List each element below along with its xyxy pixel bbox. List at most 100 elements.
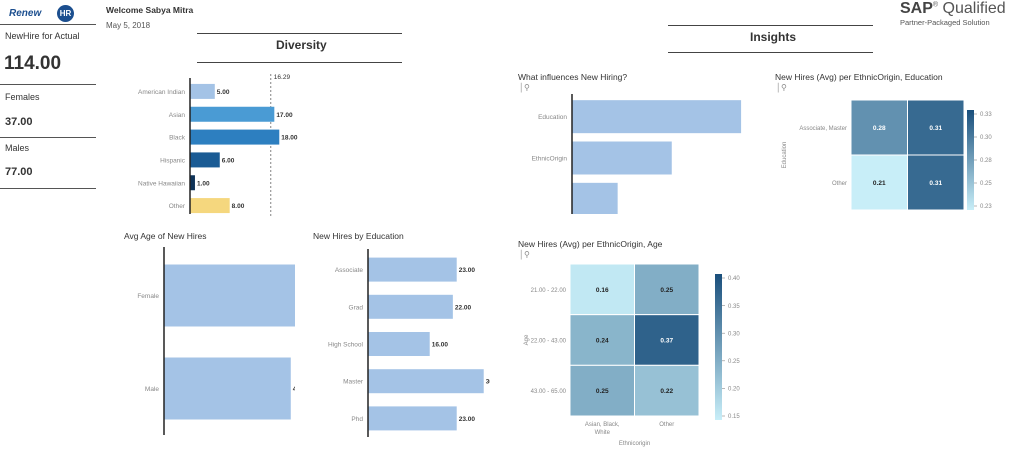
heat-col-label: Asian, Black, [585, 422, 620, 428]
heat-cell-label: 0.16 [596, 287, 609, 294]
category-label: Hispanic [160, 157, 186, 164]
heat-cell [569, 314, 635, 366]
heat-cell-label: 0.25 [596, 388, 609, 395]
category-label: American Indian [138, 89, 185, 96]
data-label: 5.00 [217, 89, 230, 96]
bar [164, 264, 295, 327]
diversity-title: Diversity [276, 38, 327, 52]
bar [190, 175, 195, 191]
scale-tick-label: 0.25 [728, 359, 740, 365]
diversity-chart[interactable]: 16.29 American Indian 5.00 Asian 17.00 Black 1… [120, 72, 320, 217]
sap-qualified: Qualified [942, 0, 1006, 17]
bar [368, 257, 457, 282]
data-label: 1.00 [197, 180, 210, 187]
bar [190, 83, 215, 99]
heat-y-axis-label: Age [524, 334, 530, 345]
avg-age-title: Avg Age of New Hires [124, 231, 207, 241]
color-scale-bar [715, 274, 722, 420]
category-label: Education [538, 114, 567, 121]
kpi-divider-1 [0, 84, 96, 85]
hires-by-education-chart[interactable]: Associate 23.00 Grad 22.00 High School 16.00 M… [310, 245, 490, 440]
bar [368, 406, 457, 431]
bar [190, 152, 220, 168]
sap-brand: SAP [900, 0, 933, 17]
data-label: 8.00 [232, 203, 245, 210]
heat-row-label: Associate, Master [799, 126, 847, 132]
scale-tick-label: 0.20 [728, 387, 740, 393]
scale-tick-label: 0.25 [980, 181, 992, 187]
females-value: 37.00 [5, 116, 33, 128]
category-label: Male [145, 386, 159, 393]
scale-tick-label: 0.30 [980, 135, 992, 141]
renewhr-logo: Renew HR [4, 4, 76, 25]
heat-row-label: 22.00 - 43.00 [531, 339, 567, 345]
scale-tick-label: 0.33 [980, 112, 992, 118]
header-date: May 5, 2018 [106, 21, 151, 30]
category-label: High School [328, 342, 364, 349]
color-scale-bar [967, 110, 974, 210]
heat-cell [907, 99, 965, 156]
heat-cell-label: 0.21 [873, 180, 886, 187]
heat-col-label: White [595, 430, 611, 436]
heat-row-label: 21.00 - 22.00 [531, 288, 567, 294]
heat-cell [634, 364, 700, 417]
sap-tagline: Partner-Packaged Solution [900, 18, 990, 27]
heat-cell-label: 0.28 [873, 125, 886, 132]
insights-rule-top [668, 25, 873, 26]
heat-x-axis-label: Ethnicorigin [619, 441, 650, 447]
influences-title: What influences New Hiring? [518, 72, 628, 82]
scale-tick-label: 0.15 [728, 414, 740, 420]
category-label: Native Hawaiian [138, 180, 185, 187]
scale-tick-label: 0.40 [728, 276, 740, 282]
scale-tick-label: 0.30 [728, 331, 740, 337]
males-value: 77.00 [5, 166, 33, 178]
heat-cell [634, 314, 700, 366]
scale-tick-label: 0.35 [728, 304, 740, 310]
heat-cell [907, 154, 965, 211]
bar [190, 198, 230, 214]
heat-cell-label: 0.31 [929, 180, 942, 187]
heat-col-label: Other [659, 422, 674, 428]
heat-cell-label: 0.24 [596, 338, 609, 345]
bar [368, 332, 430, 356]
category-label: Black [169, 135, 186, 142]
newhire-value: 114.00 [4, 53, 62, 74]
reference-label: 16.29 [274, 74, 291, 81]
heat-age-chart[interactable]: 21.00 - 22.00 0.16 0.25 22.00 - 43.00 0.24 0.… [518, 258, 758, 450]
avg-age-chart[interactable]: Female44.86Male42.83 [120, 245, 295, 440]
heat-edu-chart[interactable]: Associate, Master 0.28 0.31 Other 0.21 0.31 Ed… [775, 92, 1000, 217]
category-label: Grad [349, 304, 364, 311]
heat-cell-label: 0.22 [660, 388, 673, 395]
influences-info-icon[interactable]: │⚲ [519, 83, 530, 92]
heat-age-info-icon[interactable]: │⚲ [519, 250, 530, 259]
data-label: 23.00 [459, 416, 476, 423]
sap-qualified-badge: SAP® Qualified [900, 0, 1006, 17]
welcome-text: Welcome Sabya Mitra [106, 5, 194, 15]
insights-title: Insights [750, 30, 797, 44]
heat-y-axis-label: Education [782, 142, 788, 169]
scale-tick-label: 0.23 [980, 204, 992, 210]
females-label: Females [5, 92, 40, 102]
insights-rule-bottom [668, 52, 873, 53]
kpi-divider-top [0, 24, 96, 25]
data-label: 42.83 [293, 386, 295, 393]
heat-edu-title: New Hires (Avg) per EthnicOrigin, Educat… [775, 72, 943, 82]
influences-chart[interactable]: Education EthnicOrigin [518, 92, 748, 214]
bar [164, 357, 291, 420]
data-label: 30.00 [486, 379, 490, 386]
heat-edu-info-icon[interactable]: │⚲ [776, 83, 787, 92]
newhire-label: NewHire for Actual [5, 31, 80, 41]
bar [368, 369, 484, 394]
bar [368, 294, 453, 319]
data-label: 16.00 [432, 342, 449, 349]
heat-cell [569, 364, 635, 417]
logo-text: Renew [9, 8, 42, 19]
diversity-rule-bottom [197, 62, 402, 63]
heat-cell-label: 0.37 [660, 338, 673, 345]
bar [572, 141, 672, 175]
category-label: Master [343, 379, 364, 386]
kpi-divider-3 [0, 188, 96, 189]
data-label: 23.00 [459, 267, 476, 274]
hires-by-education-title: New Hires by Education [313, 231, 404, 241]
bar [190, 129, 280, 145]
